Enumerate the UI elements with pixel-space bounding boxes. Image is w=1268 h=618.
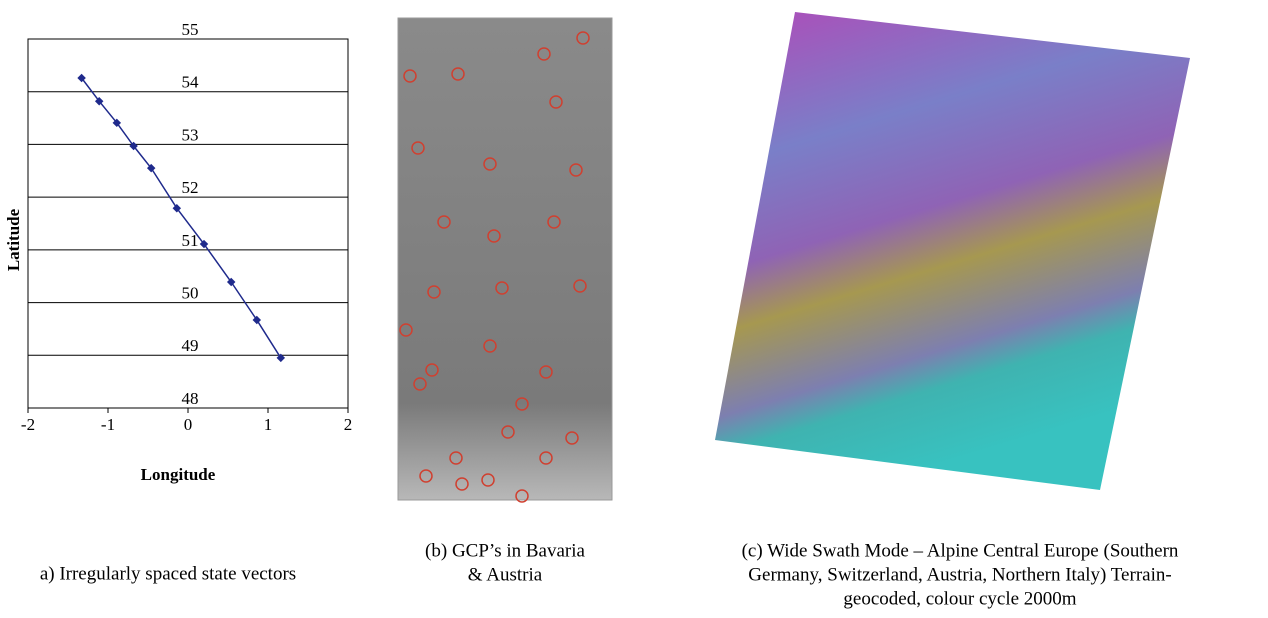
caption-line: (c) Wide Swath Mode – Alpine Central Eur…: [742, 540, 1179, 561]
y-tick-label: 54: [182, 73, 200, 92]
y-tick-label: 51: [182, 231, 199, 250]
data-point: [112, 118, 122, 128]
data-point: [129, 141, 138, 151]
data-point: [77, 73, 86, 83]
data-point: [226, 277, 236, 287]
gcp-markers: [399, 31, 590, 503]
x-axis-title: Longitude: [141, 465, 216, 484]
caption-line: (b) GCP’s in Bavaria: [425, 540, 585, 561]
y-tick-label: 50: [182, 283, 199, 302]
y-axis-title: Latitude: [4, 208, 23, 271]
data-point: [199, 239, 209, 249]
caption-line: geocoded, colour cycle 2000m: [843, 588, 1076, 609]
data-line: [81, 77, 282, 359]
gcp-image: [397, 17, 613, 501]
y-tick-label: 52: [182, 178, 199, 197]
y-tick-label: 55: [182, 20, 199, 39]
swath-image: [715, 12, 1190, 490]
caption-line: a) Irregularly spaced state vectors: [40, 563, 296, 584]
caption-line: Germany, Switzerland, Austria, Northern …: [748, 564, 1171, 585]
x-tick-label: 1: [264, 415, 273, 434]
data-point: [252, 315, 262, 325]
data-point: [276, 353, 286, 363]
y-tick-label: 53: [182, 125, 199, 144]
y-tick-label: 48: [182, 389, 199, 408]
y-tick-label: 49: [182, 336, 199, 355]
caption-line: & Austria: [468, 564, 543, 585]
x-tick-label: 2: [344, 415, 353, 434]
data-point: [146, 163, 156, 173]
captions: a) Irregularly spaced state vectors (b) G…: [40, 540, 1179, 609]
x-tick-label: -1: [101, 415, 115, 434]
data-point: [172, 203, 182, 213]
x-tick-label: 0: [184, 415, 193, 434]
x-tick-label: -2: [21, 415, 35, 434]
chart: Latitude Longitude 48 49 50 51 52 53 54 55 -2 -1 0…: [4, 20, 352, 484]
data-point: [94, 96, 104, 106]
